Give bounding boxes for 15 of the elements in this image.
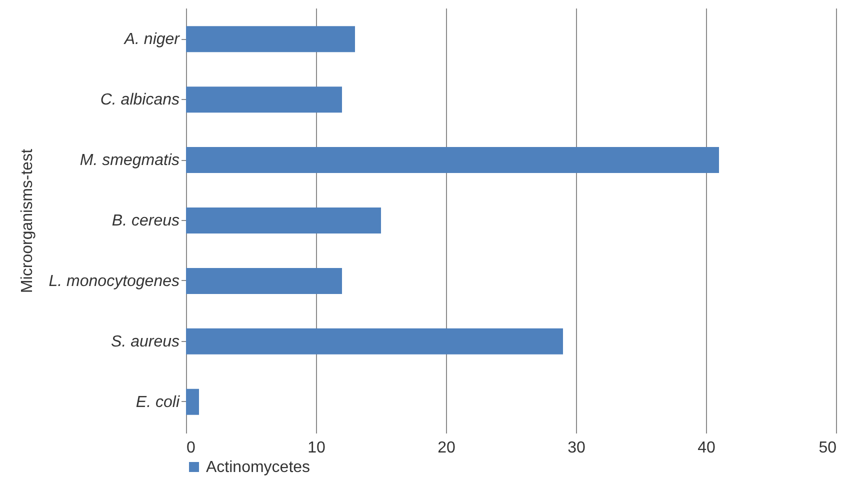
x-tick-label: 50 [818, 440, 837, 456]
y-tick-label: S. aureus [111, 333, 180, 350]
y-tick-label: L. monocytogenes [48, 272, 180, 290]
x-tick-label: 40 [698, 440, 716, 456]
x-tick-label: 0 [186, 440, 196, 456]
y-tick-label: E. coli [136, 394, 180, 411]
y-tick-label: A. niger [123, 31, 180, 48]
y-axis-title: Microorganisms-test [18, 148, 36, 294]
legend-label: Actinomycetes [206, 459, 310, 476]
y-tick-label: M. smegmatis [80, 152, 180, 170]
x-tick-label: 30 [568, 440, 586, 456]
y-tick-label: C. albicans [100, 92, 180, 109]
x-tick-label: 10 [308, 440, 326, 456]
y-tick-label: B. cereus [112, 212, 180, 230]
x-tick-label: 20 [438, 440, 456, 456]
